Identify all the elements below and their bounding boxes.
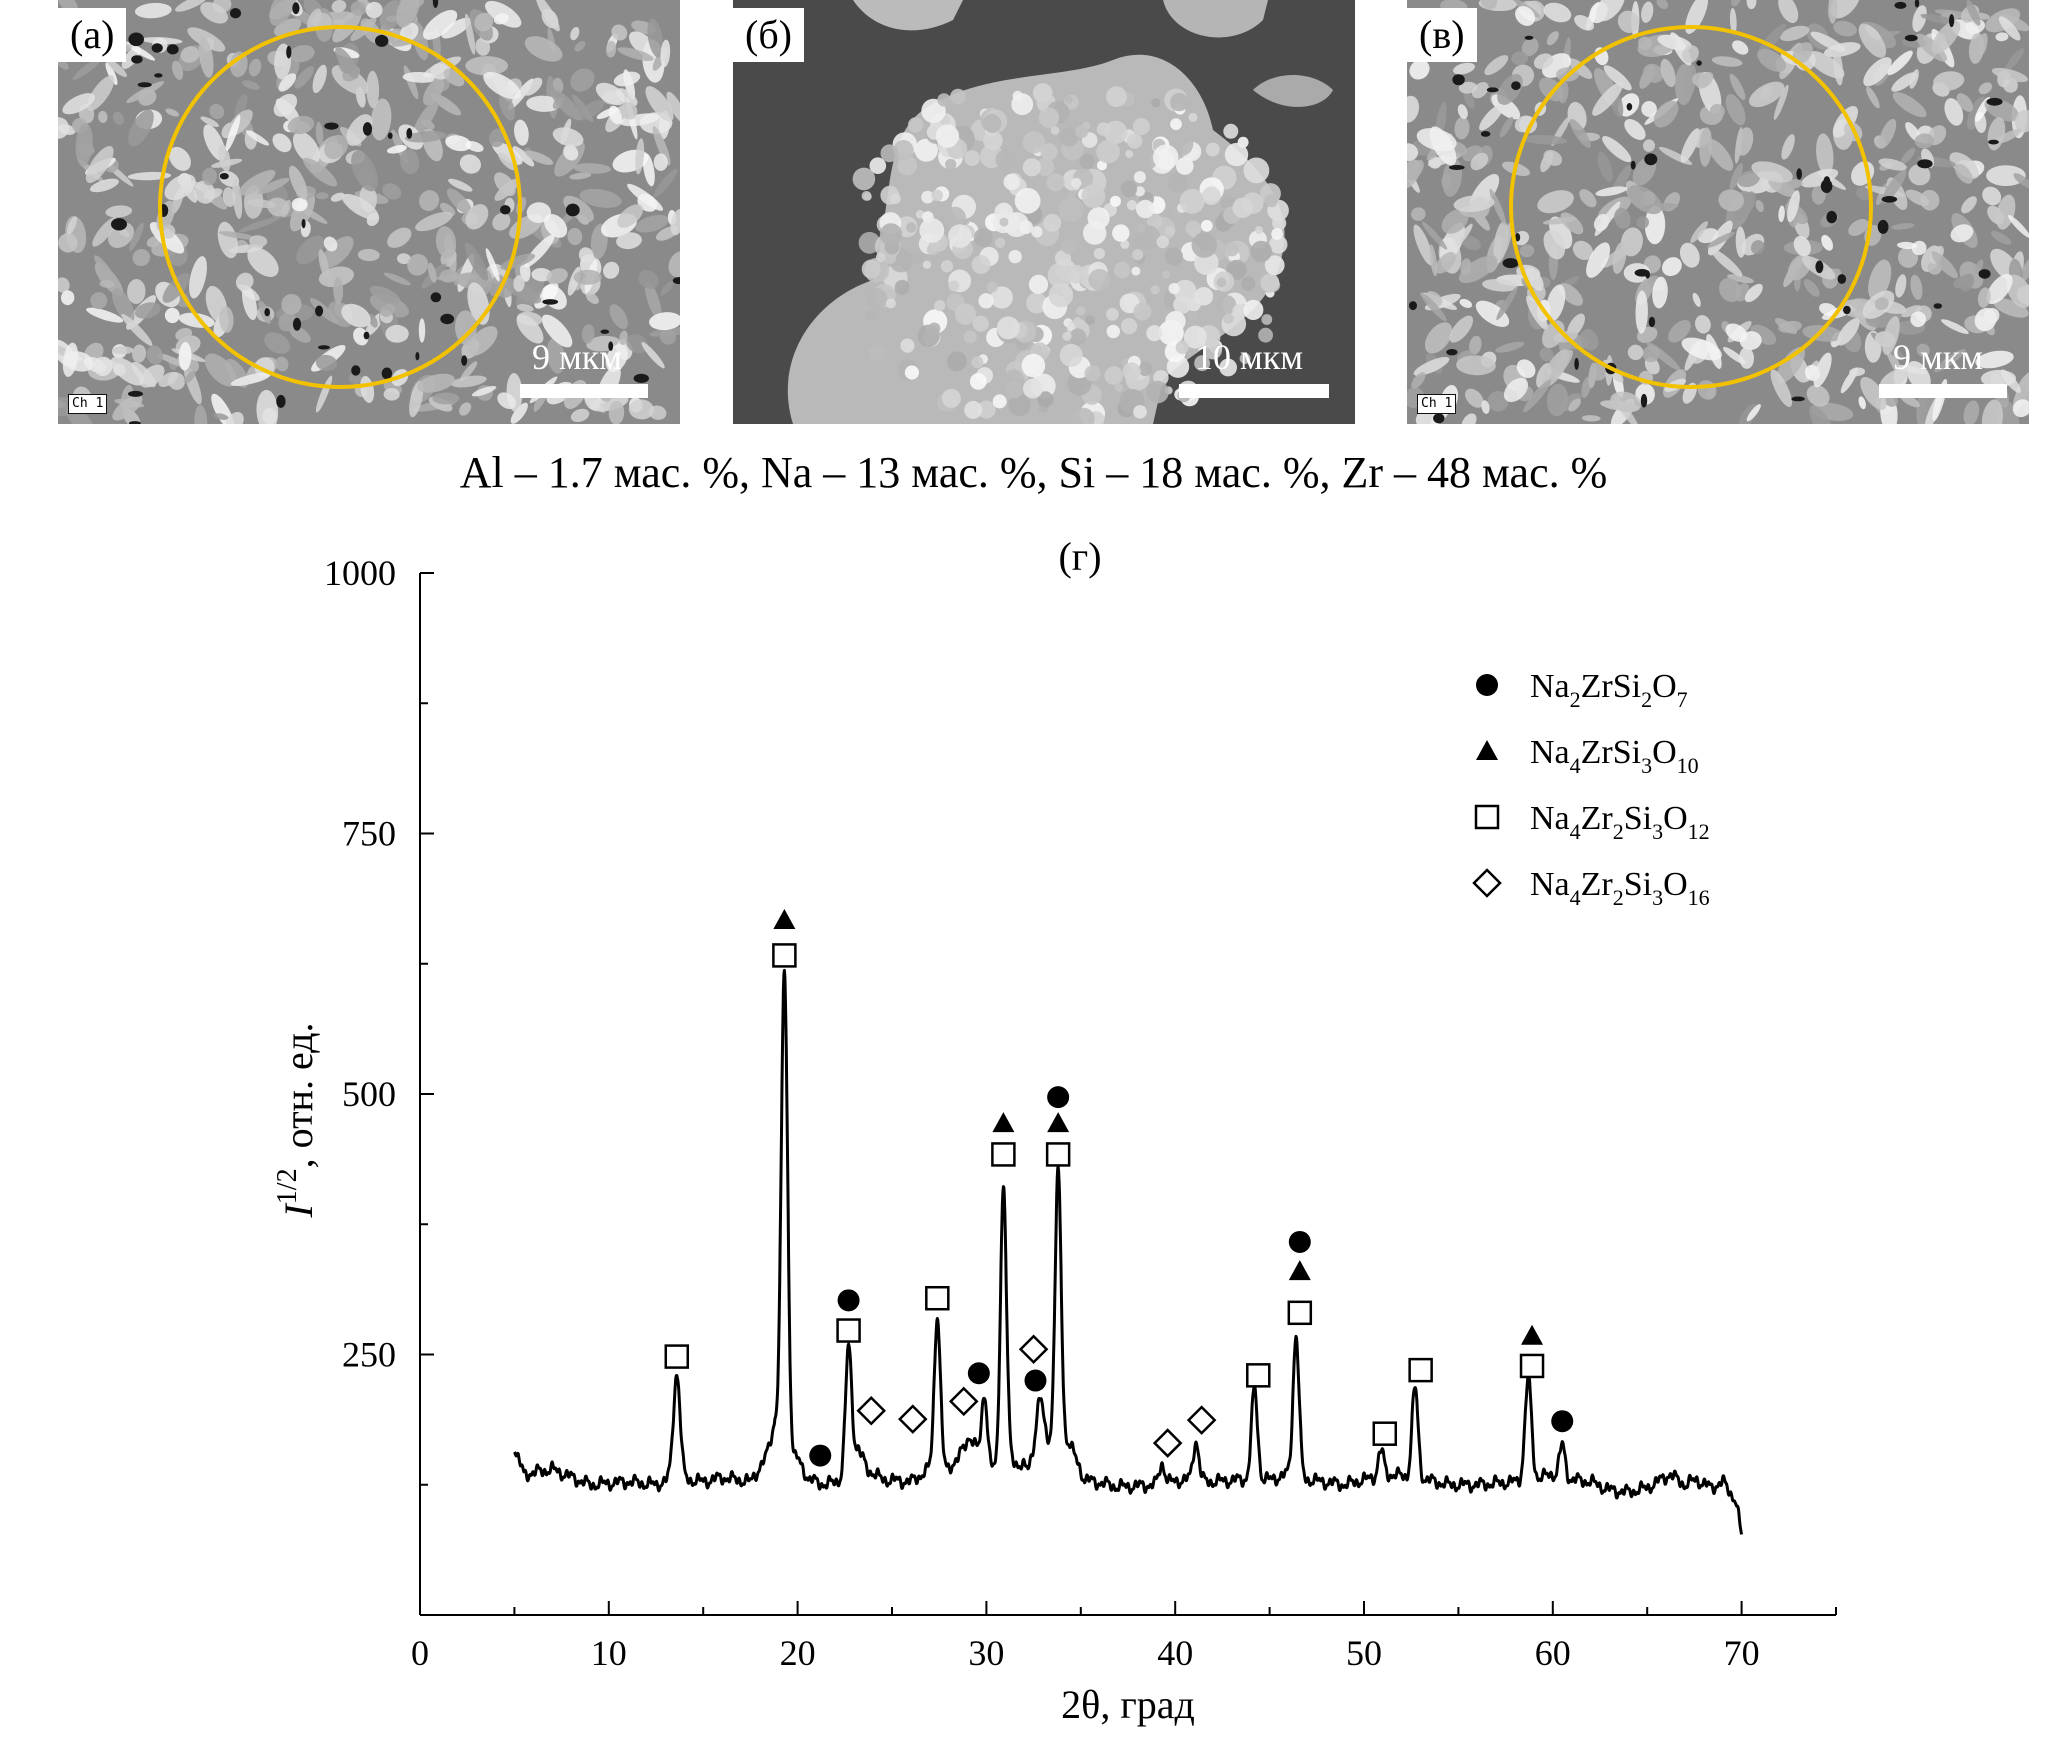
legend-label: Na2ZrSi2O7 — [1530, 668, 1688, 712]
x-axis-label: 2θ, град — [1061, 1682, 1195, 1727]
panel-label: (а) — [58, 8, 127, 62]
analysis-circle — [158, 25, 522, 389]
x-tick-label: 10 — [591, 1633, 627, 1673]
phase-marker-square — [1408, 1357, 1433, 1383]
scale-label: 9 мкм — [1893, 337, 1984, 377]
phase-marker-triangle — [1288, 1260, 1311, 1281]
phase-marker-square — [1246, 1363, 1271, 1388]
phase-marker-triangle — [992, 1112, 1015, 1133]
phase-marker-square — [991, 1142, 1016, 1167]
channel-tag: Ch 1 — [1417, 394, 1457, 414]
xrd-chart-svg: 0 10 20 30 40 50 60 70 250 500 750 1000 (г) 2θ, град I… — [272, 534, 1837, 1727]
y-tick-label: 250 — [342, 1335, 396, 1375]
panel-label: (б) — [733, 8, 804, 62]
phase-marker-square — [1287, 1300, 1313, 1326]
phase-marker-circle — [1047, 1086, 1070, 1109]
channel-tag: Ch 1 — [68, 394, 108, 414]
phase-marker-square — [925, 1285, 950, 1311]
scale-bar — [520, 384, 648, 398]
y-tick-label: 500 — [342, 1074, 396, 1114]
legend-marker-circle — [1476, 674, 1498, 696]
phase-marker-diamond — [948, 1386, 979, 1417]
phase-marker-square — [1372, 1421, 1398, 1446]
phase-marker-circle — [1024, 1369, 1047, 1392]
xrd-chart: 0 10 20 30 40 50 60 70 250 500 750 1000 (г) 2θ, град I… — [0, 500, 2067, 1740]
x-tick-label: 50 — [1346, 1633, 1382, 1673]
phase-marker-circle — [967, 1362, 990, 1385]
legend-marker-diamond — [1472, 868, 1502, 898]
phase-marker-diamond — [1152, 1428, 1183, 1458]
phase-marker-diamond — [1018, 1334, 1049, 1365]
x-tick-label: 40 — [1157, 1633, 1193, 1673]
analysis-circle — [1509, 25, 1873, 389]
y-tick-label: 1000 — [324, 553, 396, 593]
grain-texture — [852, 83, 1289, 424]
x-tick-label: 0 — [411, 1633, 429, 1673]
sem-panel-b: (б) 10 мкм — [733, 0, 1355, 424]
sem-panel-v: (в) 9 мкм Ch 1 — [1407, 0, 2029, 424]
chart-title: (г) — [1058, 534, 1101, 579]
legend-marker-triangle — [1476, 740, 1498, 760]
phase-marker-circle — [1288, 1230, 1311, 1253]
x-tick-label: 30 — [968, 1633, 1004, 1673]
phase-marker-diamond — [898, 1404, 928, 1434]
scale-label: 10 мкм — [1195, 337, 1304, 377]
composition-text: Al – 1.7 мас. %, Na – 13 мас. %, Si – 18… — [459, 448, 1608, 497]
x-tick-label: 20 — [780, 1633, 816, 1673]
phase-marker-triangle — [773, 908, 796, 929]
sem-panel-a: (а) 9 мкм Ch 1 — [58, 0, 680, 424]
scale-bar — [1179, 384, 1329, 398]
sem-image-a — [58, 0, 680, 424]
phase-marker-square — [1519, 1353, 1545, 1379]
legend-marker-square — [1474, 804, 1500, 830]
y-tick-label: 750 — [342, 814, 396, 854]
x-tick-label: 60 — [1535, 1633, 1571, 1673]
scale-bar — [1879, 384, 2007, 398]
phase-marker-triangle — [1047, 1112, 1070, 1133]
x-tick-label: 70 — [1724, 1633, 1760, 1673]
phase-marker-diamond — [856, 1396, 886, 1426]
legend-label: Na4Zr2Si3O12 — [1530, 800, 1710, 844]
phase-marker-triangle — [1521, 1324, 1544, 1345]
xrd-pattern-line — [513, 968, 1744, 1535]
grain-texture — [58, 0, 680, 424]
phase-marker-circle — [837, 1289, 860, 1312]
sem-image-b — [733, 0, 1355, 424]
phase-marker-diamond — [1186, 1405, 1217, 1435]
panel-label: (в) — [1407, 8, 1477, 62]
phase-marker-circle — [809, 1444, 832, 1467]
phase-marker-square — [1045, 1142, 1071, 1167]
phase-marker-square — [664, 1344, 690, 1369]
phase-marker-circle — [1551, 1410, 1574, 1433]
legend-label: Na4ZrSi3O10 — [1530, 734, 1699, 778]
legend: Na2ZrSi2O7 Na4ZrSi3O10 Na4Zr2Si3O12 Na4Zr2S… — [1472, 668, 1710, 910]
phase-marker-square — [836, 1318, 861, 1343]
legend-label: Na4Zr2Si3O16 — [1530, 866, 1710, 910]
scale-label: 9 мкм — [532, 337, 623, 377]
phase-marker-square — [772, 943, 797, 968]
y-axis-label: I1/2, отн. ед. — [272, 1022, 321, 1218]
